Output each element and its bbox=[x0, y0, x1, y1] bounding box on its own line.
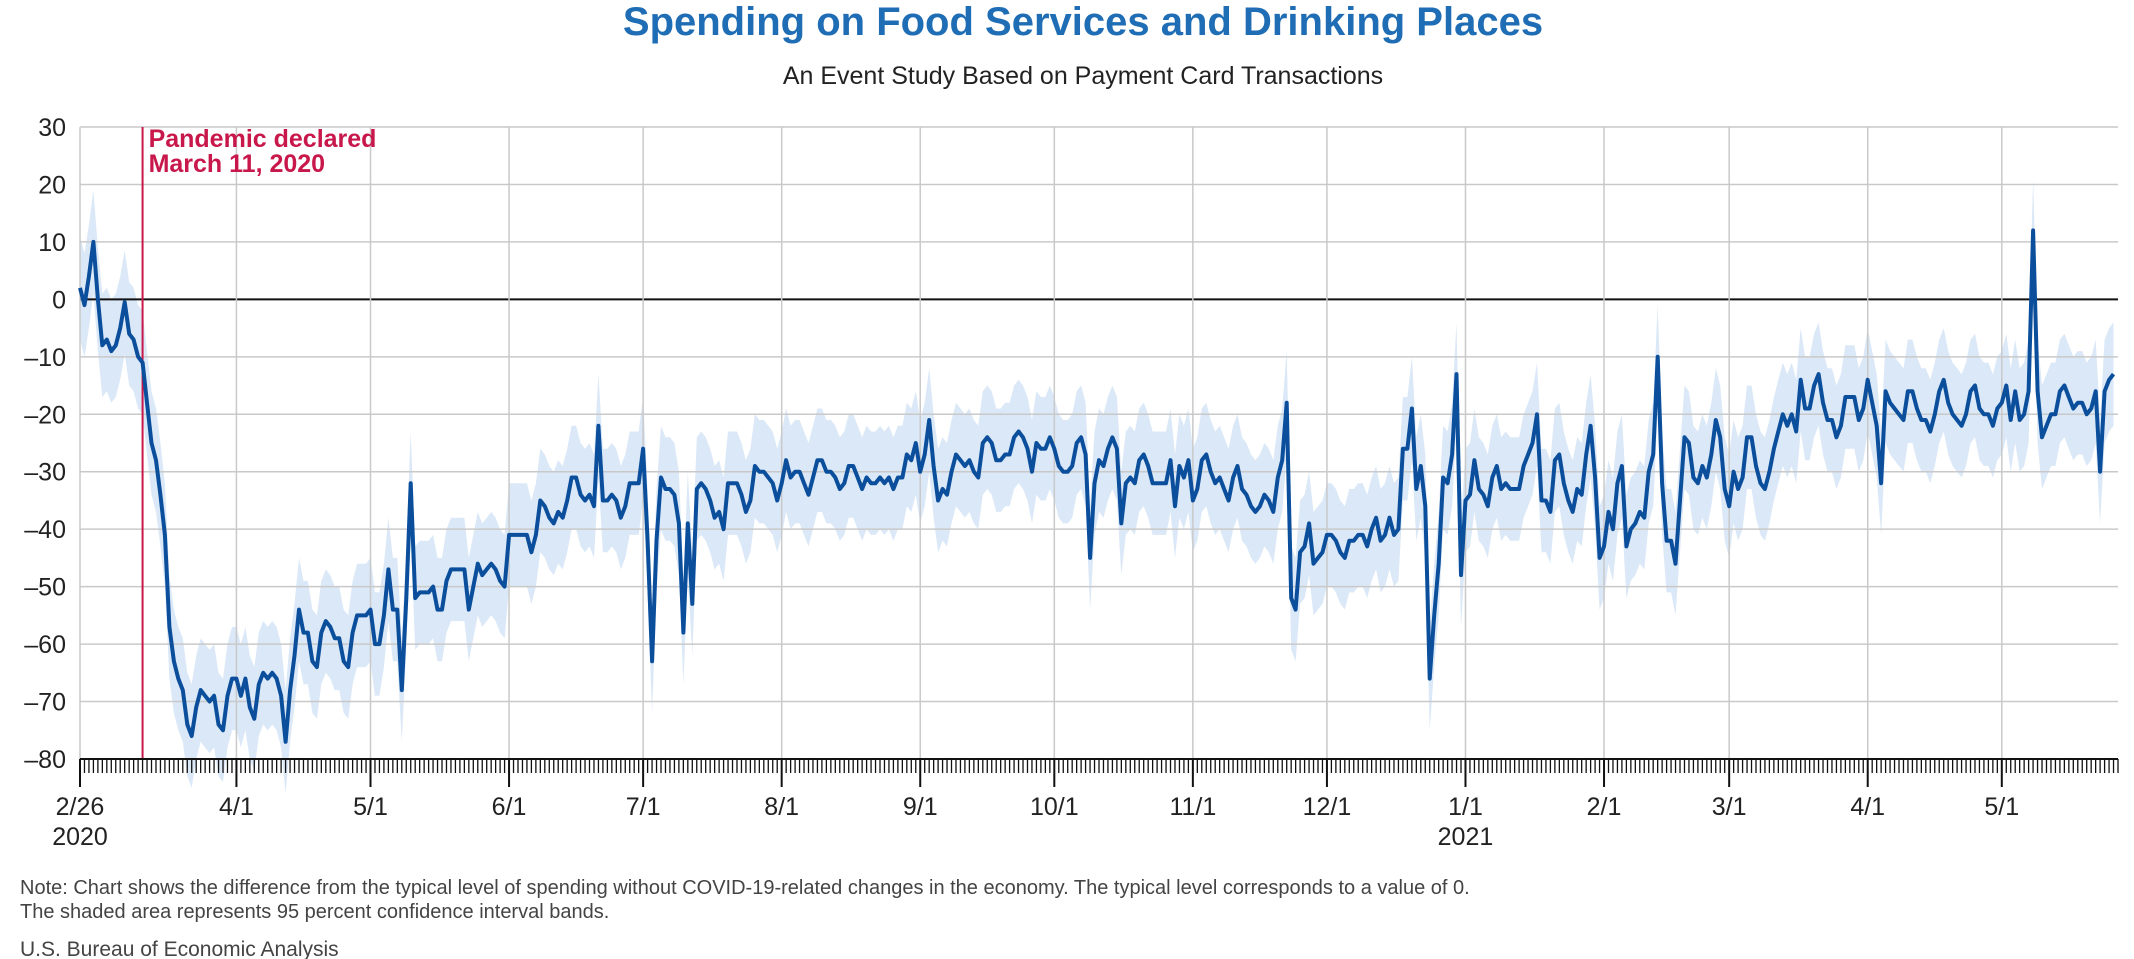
chart-note-line2: The shaded area represents 95 percent co… bbox=[20, 901, 609, 923]
y-tick-label: 0 bbox=[52, 286, 66, 314]
x-tick-label: 6/1 bbox=[492, 793, 527, 821]
y-tick-label: –20 bbox=[24, 401, 66, 429]
x-tick-label: 5/1 bbox=[353, 793, 388, 821]
x-tick-label: 2/26 bbox=[56, 793, 105, 821]
confidence-band bbox=[80, 178, 2114, 794]
y-tick-label: –80 bbox=[24, 746, 66, 774]
y-tick-label: 10 bbox=[38, 229, 66, 257]
y-tick-label: 20 bbox=[38, 171, 66, 199]
series-line-layer bbox=[78, 228, 2116, 744]
x-tick-label: 9/1 bbox=[903, 793, 938, 821]
x-tick-label: 5/1 bbox=[1984, 793, 2019, 821]
x-tick-label: 8/1 bbox=[764, 793, 799, 821]
y-tick-label: –50 bbox=[24, 574, 66, 602]
event-label-line2: March 11, 2020 bbox=[149, 150, 326, 178]
daily-tick-marks bbox=[79, 759, 2119, 773]
chart-subtitle: An Event Study Based on Payment Card Tra… bbox=[783, 62, 1383, 90]
source-label: U.S. Bureau of Economic Analysis bbox=[20, 938, 339, 959]
x-year-label: 2021 bbox=[1438, 823, 1494, 851]
y-tick-label: –70 bbox=[24, 689, 66, 717]
y-tick-label: –30 bbox=[24, 459, 66, 487]
y-tick-label: –40 bbox=[24, 516, 66, 544]
event-label-line1: Pandemic declared bbox=[149, 125, 377, 153]
y-tick-label: –10 bbox=[24, 344, 66, 372]
y-tick-label: 30 bbox=[38, 114, 66, 142]
event-marker: Pandemic declared March 11, 2020 bbox=[141, 125, 377, 759]
x-tick-label: 11/1 bbox=[1169, 793, 1216, 821]
x-tick-label: 4/1 bbox=[219, 793, 254, 821]
spending-series-line bbox=[78, 228, 2116, 744]
x-tick-label: 2/1 bbox=[1587, 793, 1622, 821]
chart-title: Spending on Food Services and Drinking P… bbox=[623, 0, 1543, 44]
x-tick-label: 7/1 bbox=[626, 793, 661, 821]
confidence-band-layer bbox=[80, 178, 2114, 794]
x-tick-label: 12/1 bbox=[1303, 793, 1352, 821]
x-tick-label: 4/1 bbox=[1850, 793, 1885, 821]
grid-layer bbox=[79, 126, 2118, 760]
x-year-label: 2020 bbox=[52, 823, 108, 851]
chart-note-line1: Note: Chart shows the difference from th… bbox=[20, 877, 1470, 899]
y-axis-labels: 30 20 10 0 –10 –20 –30 –40 –50 –60 –70 –80 bbox=[24, 114, 66, 774]
y-tick-label: –60 bbox=[24, 631, 66, 659]
x-tick-label: 3/1 bbox=[1712, 793, 1747, 821]
x-tick-label: 1/1 bbox=[1448, 793, 1483, 821]
x-tick-label: 10/1 bbox=[1030, 793, 1079, 821]
